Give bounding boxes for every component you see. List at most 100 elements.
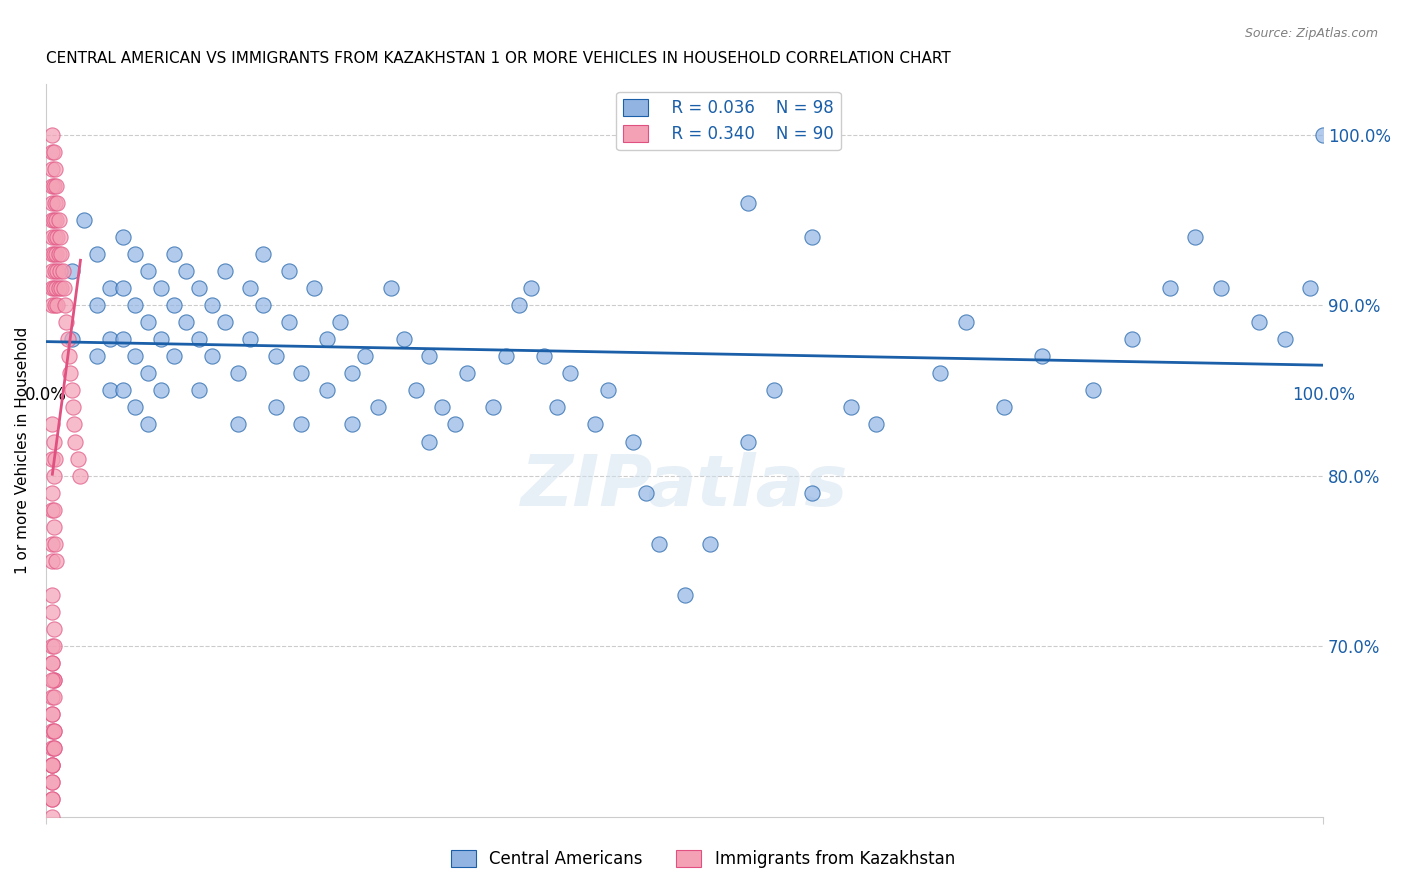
Point — [149, 281, 172, 295]
Point — [60, 264, 83, 278]
Point — [405, 384, 427, 398]
Point — [42, 639, 65, 653]
Point — [1159, 281, 1181, 295]
Point — [41, 537, 63, 551]
Point — [558, 367, 581, 381]
Point — [801, 230, 824, 244]
Point — [430, 401, 453, 415]
Point — [163, 298, 186, 312]
Point — [41, 298, 63, 312]
Point — [163, 349, 186, 363]
Point — [583, 417, 606, 432]
Point — [44, 195, 66, 210]
Point — [41, 195, 63, 210]
Point — [41, 758, 63, 772]
Point — [277, 315, 299, 329]
Point — [41, 247, 63, 261]
Point — [45, 247, 67, 261]
Point — [42, 724, 65, 739]
Point — [42, 468, 65, 483]
Point — [41, 451, 63, 466]
Point — [163, 247, 186, 261]
Point — [42, 213, 65, 227]
Point — [59, 367, 82, 381]
Text: ZIPatlas: ZIPatlas — [520, 452, 848, 521]
Point — [636, 485, 658, 500]
Point — [252, 298, 274, 312]
Point — [737, 195, 759, 210]
Point — [1274, 332, 1296, 346]
Point — [41, 485, 63, 500]
Point — [41, 417, 63, 432]
Point — [98, 281, 121, 295]
Point — [149, 332, 172, 346]
Y-axis label: 1 or more Vehicles in Household: 1 or more Vehicles in Household — [15, 326, 30, 574]
Point — [63, 417, 86, 432]
Point — [73, 213, 96, 227]
Point — [136, 367, 159, 381]
Point — [51, 247, 73, 261]
Point — [48, 281, 70, 295]
Point — [98, 384, 121, 398]
Point — [44, 230, 66, 244]
Point — [41, 264, 63, 278]
Point — [201, 298, 224, 312]
Point — [42, 622, 65, 636]
Point — [41, 656, 63, 670]
Point — [929, 367, 952, 381]
Point — [482, 401, 505, 415]
Point — [495, 349, 517, 363]
Text: 100.0%: 100.0% — [1292, 385, 1354, 403]
Point — [226, 367, 249, 381]
Point — [62, 401, 84, 415]
Point — [801, 485, 824, 500]
Point — [699, 537, 721, 551]
Text: 0.0%: 0.0% — [25, 385, 67, 403]
Point — [533, 349, 555, 363]
Point — [46, 230, 69, 244]
Point — [111, 332, 134, 346]
Point — [316, 332, 339, 346]
Point — [546, 401, 568, 415]
Point — [188, 384, 211, 398]
Point — [42, 690, 65, 705]
Point — [44, 537, 66, 551]
Point — [456, 367, 478, 381]
Point — [98, 332, 121, 346]
Point — [1121, 332, 1143, 346]
Point — [176, 315, 198, 329]
Point — [49, 264, 72, 278]
Point — [124, 298, 146, 312]
Point — [124, 349, 146, 363]
Point — [41, 639, 63, 653]
Point — [46, 264, 69, 278]
Point — [136, 264, 159, 278]
Point — [41, 690, 63, 705]
Point — [762, 384, 785, 398]
Point — [1249, 315, 1271, 329]
Point — [623, 434, 645, 449]
Point — [737, 434, 759, 449]
Point — [111, 384, 134, 398]
Point — [508, 298, 530, 312]
Point — [46, 298, 69, 312]
Point — [41, 588, 63, 602]
Point — [44, 451, 66, 466]
Point — [44, 161, 66, 176]
Point — [149, 384, 172, 398]
Point — [86, 298, 108, 312]
Point — [111, 281, 134, 295]
Point — [45, 178, 67, 193]
Point — [41, 724, 63, 739]
Point — [111, 230, 134, 244]
Point — [41, 213, 63, 227]
Point — [86, 247, 108, 261]
Point — [42, 741, 65, 756]
Point — [1299, 281, 1322, 295]
Point — [46, 195, 69, 210]
Point — [51, 281, 73, 295]
Point — [42, 673, 65, 688]
Point — [252, 247, 274, 261]
Point — [42, 724, 65, 739]
Point — [60, 384, 83, 398]
